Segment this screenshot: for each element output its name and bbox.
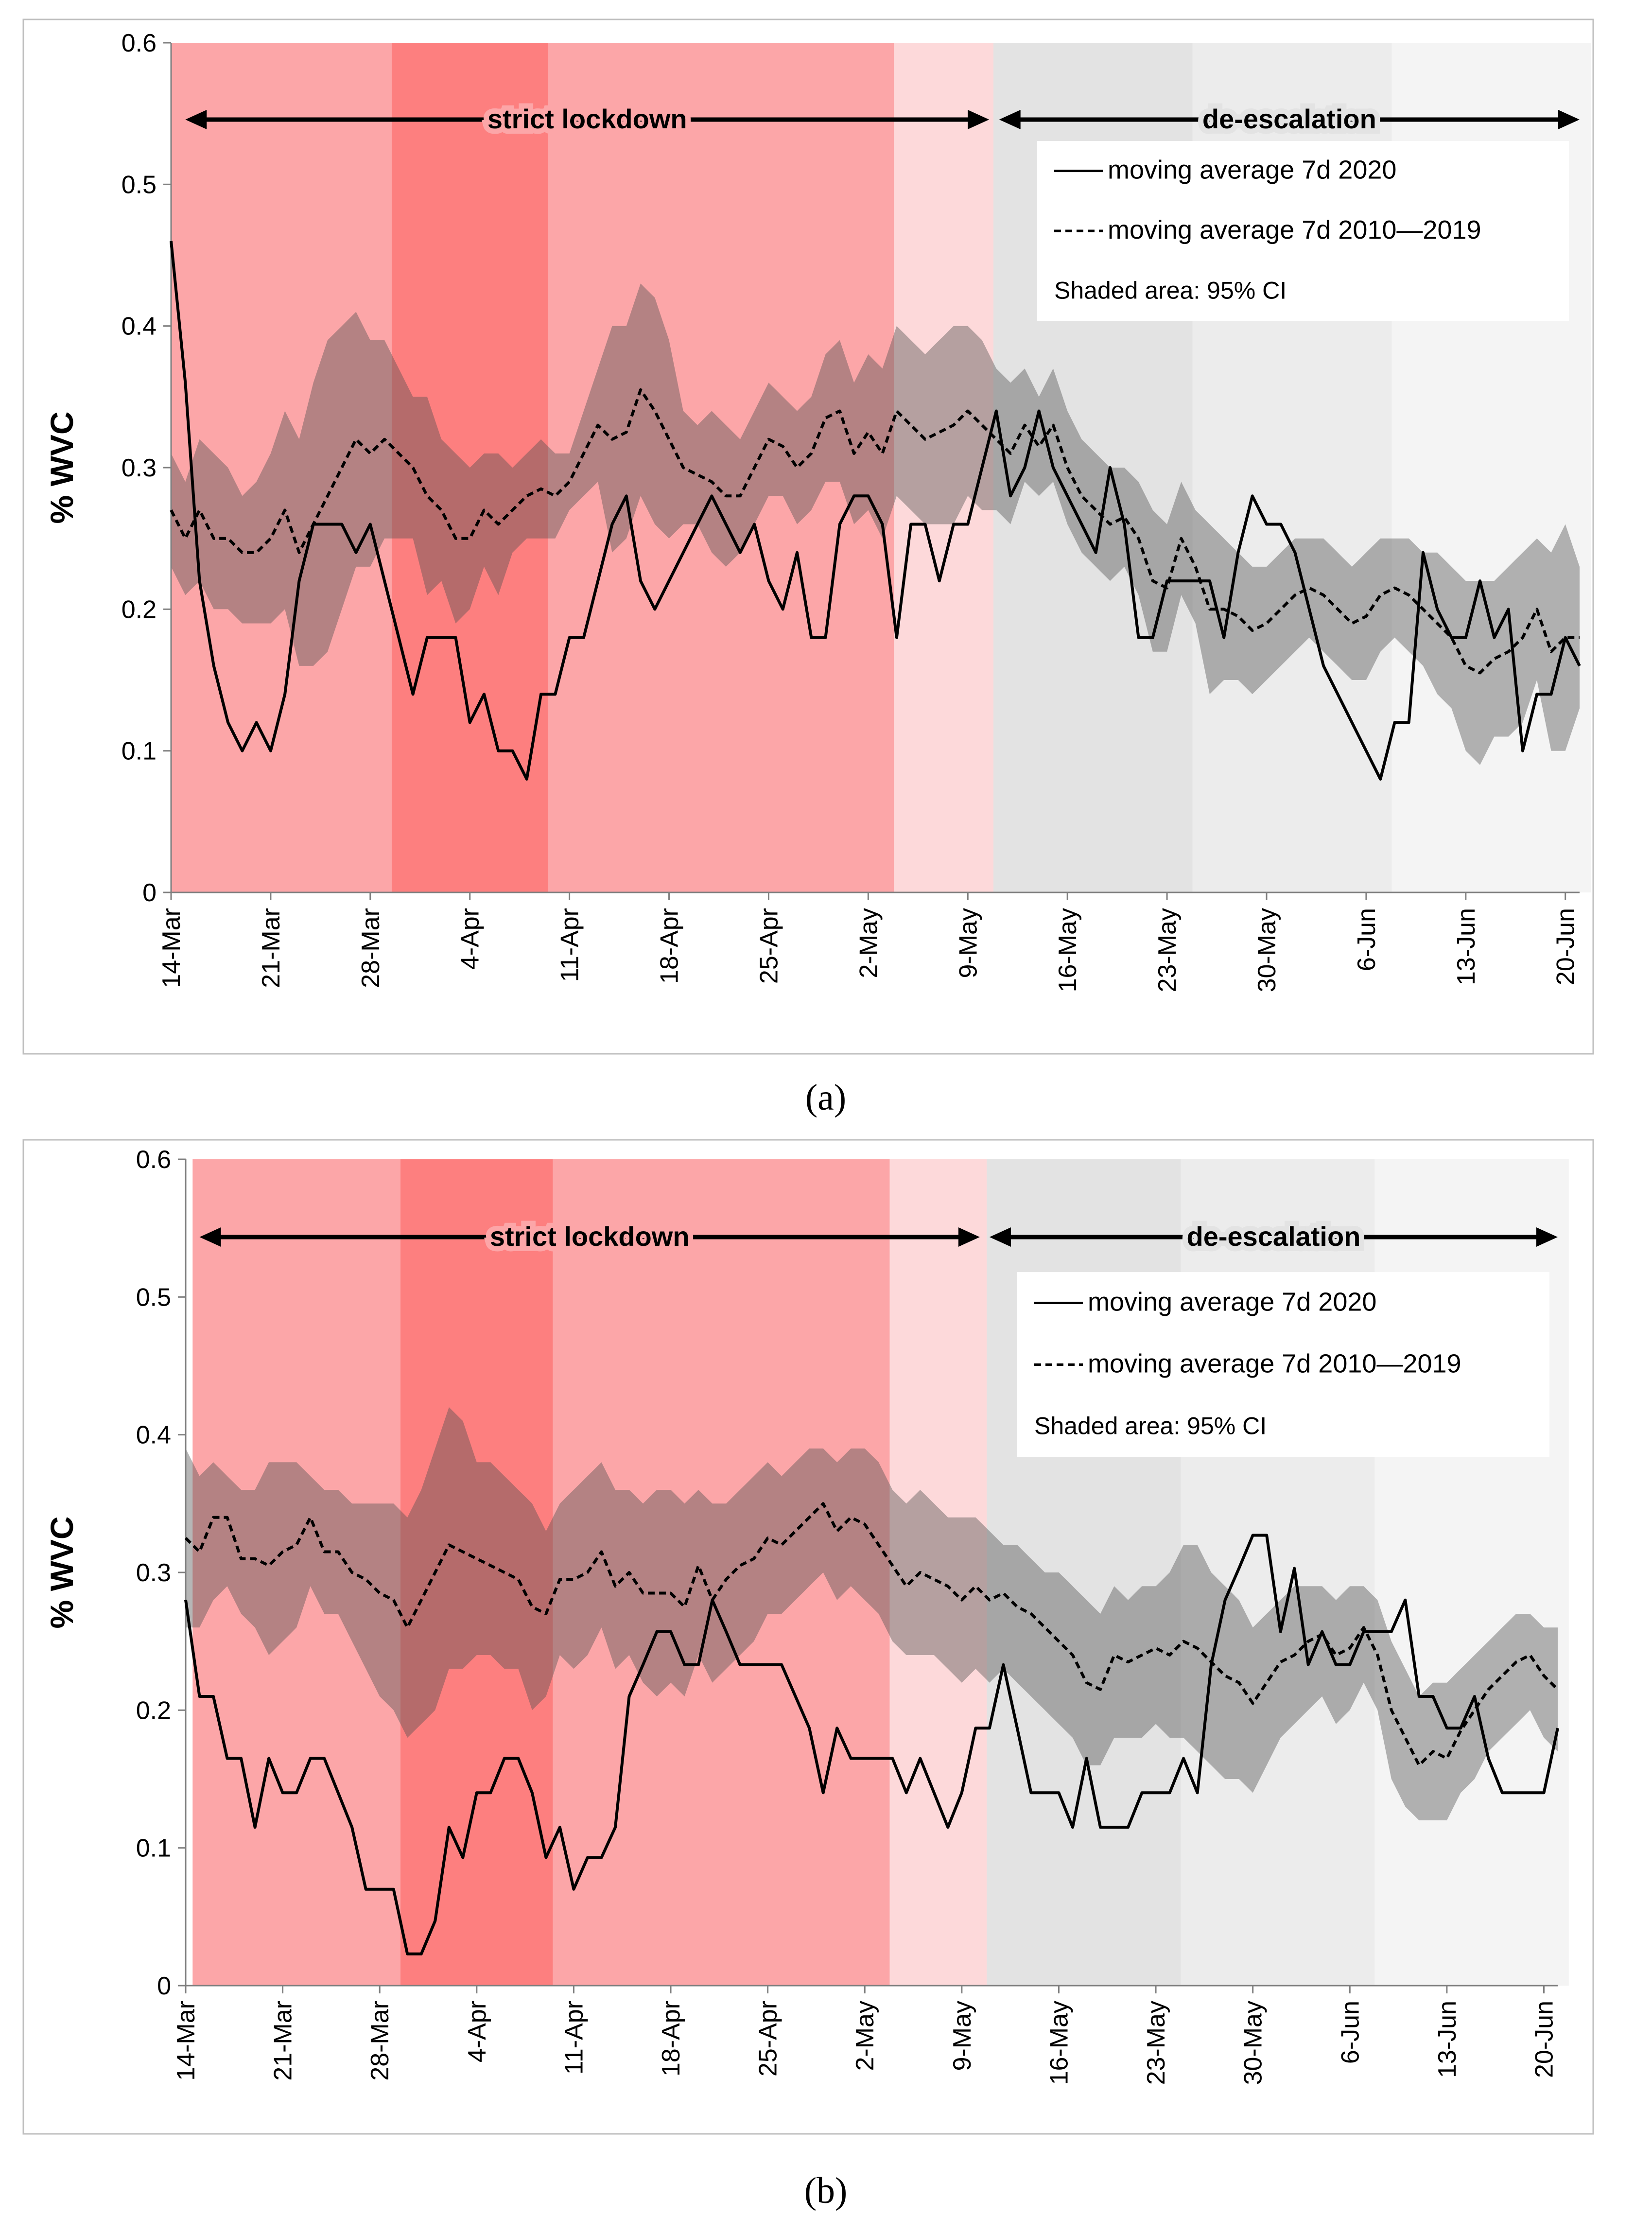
phase-band-0	[171, 43, 392, 892]
x-tick-label: 2-May	[854, 908, 883, 978]
legend-entry: moving average 7d 2020	[1108, 156, 1396, 185]
deescalation-arrow-head-left	[989, 1227, 1011, 1247]
y-axis-title: % WVC	[44, 412, 80, 524]
lockdown-arrow-head-right	[958, 1227, 980, 1247]
y-tick-label: 0.5	[136, 1283, 171, 1311]
deescalation-label: de-escalation	[1202, 104, 1376, 134]
phase-band-2	[548, 43, 894, 892]
deescalation-arrow-head-left	[999, 110, 1021, 129]
deescalation-label: de-escalation	[1186, 1221, 1360, 1252]
legend-entry-ci: Shaded area: 95% CI	[1034, 1413, 1267, 1440]
legend: moving average 7d 2020 moving average 7d …	[1017, 1272, 1549, 1457]
phase-band-3	[894, 43, 993, 892]
x-tick-label: 20-Jun	[1552, 908, 1580, 985]
x-tick-label: 13-Jun	[1452, 908, 1480, 985]
x-tick-label: 25-Apr	[755, 908, 783, 984]
y-tick-label: 0.6	[122, 29, 157, 57]
y-tick-label: 0.1	[122, 737, 157, 766]
deescalation-arrow-head-right	[1536, 1227, 1558, 1247]
axes: 0 0.1 0.2 0.3 0.4 0.5 0.6 14-Mar 21-Mar 28-Mar 4-A…	[44, 29, 1580, 992]
ci-band	[171, 283, 1580, 765]
x-tick-label: 11-Apr	[556, 908, 584, 982]
x-tick-label: 21-Mar	[269, 2001, 297, 2081]
phase-band-0	[192, 1159, 400, 1986]
series-line-2010-2019	[184, 1502, 1559, 1767]
legend-entry: moving average 7d 2010—2019	[1108, 215, 1481, 244]
chart-panel-a: 0 0.1 0.2 0.3 0.4 0.5 0.6 14-Mar 21-Mar 28-Mar 4-A…	[22, 18, 1594, 1055]
x-tick-label: 28-Mar	[366, 2001, 394, 2081]
x-tick-label: 11-Apr	[560, 2001, 588, 2075]
legend: moving average 7d 2020 moving average 7d …	[1037, 141, 1569, 321]
phase-band-3	[889, 1159, 987, 1986]
x-tick-label: 25-Apr	[754, 2001, 783, 2077]
phase-band-1	[391, 43, 548, 892]
x-tick-label: 6-Jun	[1336, 2001, 1364, 2064]
x-tick-label: 13-Jun	[1433, 2001, 1461, 2078]
x-tick-label: 23-May	[1142, 2001, 1170, 2085]
x-tick-label: 20-Jun	[1530, 2001, 1558, 2078]
y-tick-label: 0.5	[122, 171, 157, 199]
series-lines	[184, 1502, 1559, 1955]
legend-entry: moving average 7d 2010—2019	[1088, 1349, 1461, 1379]
phase-band-1	[400, 1159, 553, 1986]
y-tick-label: 0	[142, 879, 157, 907]
y-tick-label: 0.3	[122, 454, 157, 482]
lockdown-arrow-head-right	[968, 110, 990, 129]
phase-annotations: strict lockdown de-escalation	[185, 98, 1580, 140]
y-tick-label: 0.2	[136, 1696, 171, 1725]
deescalation-arrow-head-right	[1558, 110, 1580, 129]
x-tick-label: 18-Apr	[657, 2001, 685, 2077]
x-tick-label: 16-May	[1045, 2001, 1073, 2085]
y-tick-label: 0.2	[122, 595, 157, 624]
y-tick-label: 0.3	[136, 1559, 171, 1587]
ci-band-area	[171, 283, 1580, 765]
x-tick-label: 9-May	[954, 908, 982, 978]
x-tick-label: 4-Apr	[463, 2001, 491, 2062]
x-tick-label: 14-Mar	[172, 2001, 200, 2081]
x-tick-label: 6-Jun	[1353, 908, 1381, 971]
panel-label-b: (b)	[804, 2170, 848, 2211]
y-axis-title: % WVC	[44, 1517, 80, 1629]
panel-label-a: (a)	[805, 1077, 846, 1118]
y-tick-label: 0.1	[136, 1834, 171, 1863]
x-tick-label: 18-Apr	[656, 908, 684, 984]
x-tick-label: 30-May	[1239, 2001, 1268, 2085]
legend-entry-ci: Shaded area: 95% CI	[1054, 277, 1287, 304]
y-tick-label: 0.4	[136, 1421, 171, 1449]
lockdown-arrow-head-left	[199, 1227, 221, 1247]
lockdown-arrow-head-left	[185, 110, 207, 129]
x-tick-label: 14-Mar	[157, 908, 186, 988]
legend-box	[1037, 141, 1569, 321]
x-tick-label: 23-May	[1153, 908, 1182, 992]
axes: 0 0.1 0.2 0.3 0.4 0.5 0.6 14-Mar 21-Mar 28-Mar 4-A…	[44, 1146, 1558, 2085]
x-tick-label: 4-Apr	[456, 908, 485, 970]
phase-annotations: strict lockdown de-escalation	[199, 1216, 1558, 1257]
ci-band	[186, 1407, 1558, 1820]
y-tick-label: 0.6	[136, 1146, 171, 1174]
x-tick-label: 16-May	[1054, 908, 1082, 992]
series-lines	[170, 241, 1581, 781]
lockdown-label: strict lockdown	[487, 104, 687, 134]
x-tick-label: 21-Mar	[257, 908, 285, 988]
series-line-2010-2019	[170, 388, 1580, 675]
y-tick-label: 0	[157, 1972, 171, 2000]
lockdown-label: strict lockdown	[490, 1221, 690, 1252]
x-tick-label: 2-May	[851, 2001, 879, 2071]
y-tick-label: 0.4	[122, 313, 157, 341]
legend-box	[1017, 1272, 1549, 1457]
x-tick-label: 28-Mar	[357, 908, 385, 988]
legend-entry: moving average 7d 2020	[1088, 1288, 1376, 1317]
series-line-2020	[184, 1534, 1559, 1955]
ci-band-area	[186, 1407, 1558, 1820]
x-tick-label: 9-May	[948, 2001, 976, 2071]
series-line-2020	[170, 241, 1581, 781]
x-tick-label: 30-May	[1253, 908, 1281, 992]
chart-panel-b: 0 0.1 0.2 0.3 0.4 0.5 0.6 14-Mar 21-Mar 28-Mar 4-A…	[22, 1139, 1594, 2135]
